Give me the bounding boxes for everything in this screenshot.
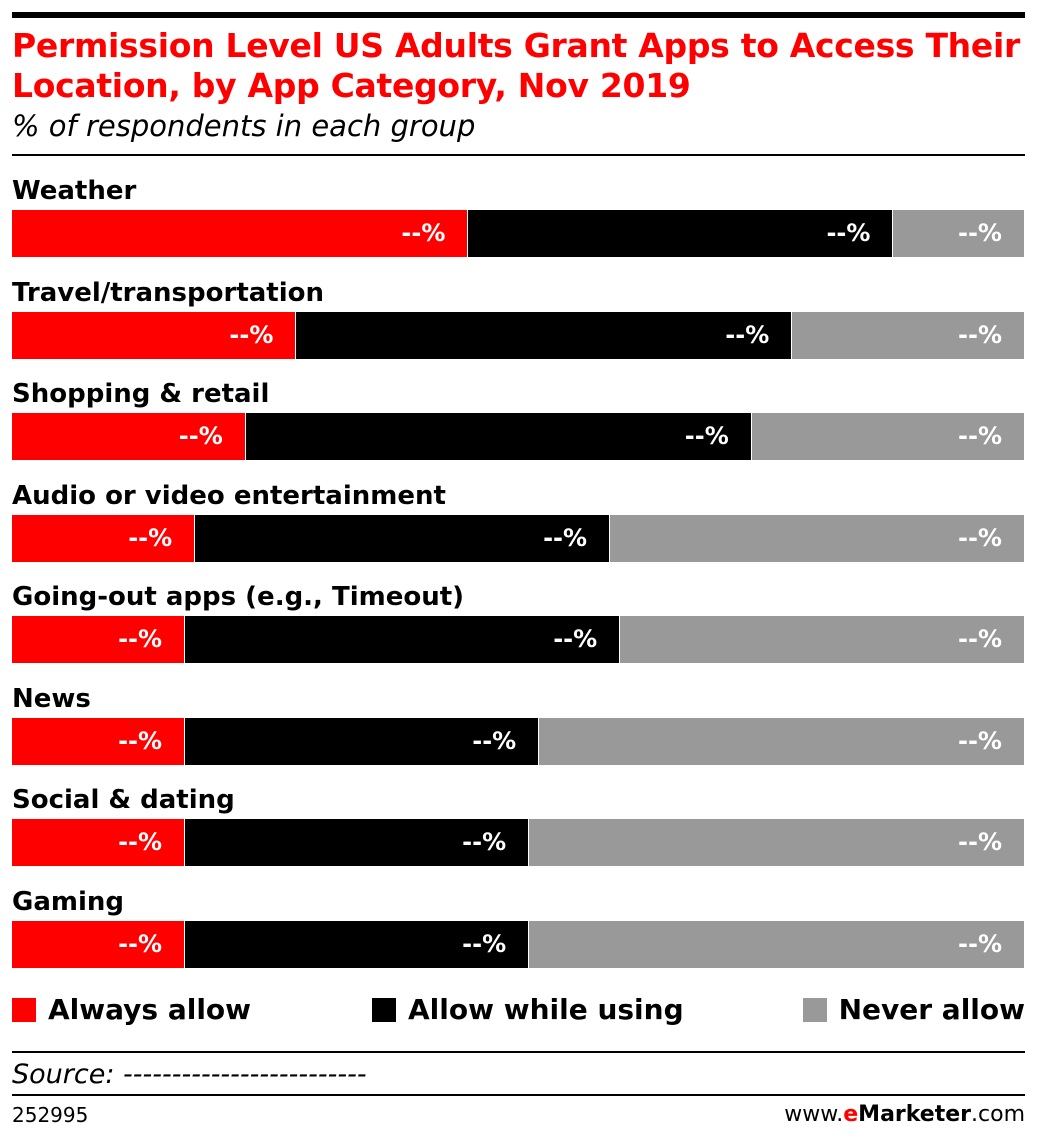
data-label: --%	[462, 828, 507, 856]
data-label: --%	[958, 625, 1002, 653]
legend-label-allow-while-using: Allow while using	[408, 993, 684, 1026]
header-rule	[12, 154, 1025, 156]
bar-row-social-dating: Social & dating --% --% --%	[12, 779, 1024, 879]
stacked-bar: --% --% --%	[12, 819, 1024, 866]
footer-rule	[12, 1051, 1025, 1053]
source-note: Source: -------------------------	[12, 1059, 367, 1090]
bar-segment-never-allow: --%	[528, 819, 1024, 866]
chart-legend: Always allow Allow while using Never all…	[12, 990, 1025, 1030]
bar-segment-allow-while-using: --%	[184, 718, 539, 765]
data-label: --%	[958, 219, 1002, 247]
stacked-bar-chart: Weather --% --% --% Travel/transportation --%…	[0, 170, 1038, 970]
data-label: --%	[543, 524, 588, 552]
bar-segment-never-allow: --%	[750, 413, 1024, 460]
bar-segment-always-allow: --%	[12, 616, 185, 663]
data-label: --%	[462, 930, 507, 958]
data-label: --%	[684, 422, 729, 450]
legend-item-always-allow: Always allow	[12, 990, 251, 1030]
category-label: Travel/transportation	[12, 278, 324, 308]
data-label: --%	[178, 422, 223, 450]
data-label: --%	[401, 219, 446, 247]
category-label: Social & dating	[12, 785, 235, 815]
legend-label-always-allow: Always allow	[48, 993, 252, 1026]
top-rule	[12, 12, 1025, 18]
bar-row-news: News --% --% --%	[12, 678, 1024, 778]
brand-url: www.eMarketer.com	[784, 1101, 1025, 1129]
data-label: --%	[118, 625, 163, 653]
category-label: Shopping & retail	[12, 379, 270, 409]
stacked-bar: --% --% --%	[12, 312, 1024, 359]
brand-prefix: www.	[784, 1102, 844, 1127]
bar-row-audio-or-video-entertainment: Audio or video entertainment --% --% --%	[12, 475, 1024, 575]
stacked-bar: --% --% --%	[12, 210, 1024, 257]
bar-segment-never-allow: --%	[791, 312, 1024, 359]
data-label: --%	[958, 321, 1002, 349]
chart-subtitle: % of respondents in each group	[12, 109, 476, 143]
brand-name: Marketer	[858, 1102, 972, 1127]
chart-title: Permission Level US Adults Grant Apps to…	[12, 26, 1020, 105]
data-label: --%	[229, 321, 274, 349]
data-label: --%	[553, 625, 598, 653]
bar-segment-always-allow: --%	[12, 819, 185, 866]
data-label: --%	[958, 727, 1002, 755]
bar-segment-allow-while-using: --%	[467, 210, 893, 257]
bar-row-weather: Weather --% --% --%	[12, 170, 1024, 270]
bar-row-gaming: Gaming --% --% --%	[12, 881, 1024, 981]
data-label: --%	[118, 727, 163, 755]
stacked-bar: --% --% --%	[12, 718, 1024, 765]
legend-swatch-always-allow	[12, 998, 36, 1022]
data-label: --%	[958, 930, 1002, 958]
bar-segment-allow-while-using: --%	[184, 616, 620, 663]
brand-suffix: .com	[971, 1102, 1025, 1127]
data-label: --%	[472, 727, 517, 755]
data-label: --%	[118, 930, 163, 958]
bar-segment-always-allow: --%	[12, 515, 195, 562]
legend-swatch-never-allow	[802, 998, 827, 1022]
bar-segment-always-allow: --%	[12, 210, 468, 257]
bar-segment-always-allow: --%	[12, 413, 245, 460]
legend-swatch-allow-while-using	[372, 998, 396, 1022]
bar-segment-never-allow: --%	[609, 515, 1024, 562]
bar-segment-always-allow: --%	[12, 718, 185, 765]
data-label: --%	[128, 524, 173, 552]
bar-segment-allow-while-using: --%	[184, 819, 529, 866]
data-label: --%	[826, 219, 871, 247]
legend-label-never-allow: Never allow	[838, 993, 1025, 1026]
bar-segment-allow-while-using: --%	[244, 413, 751, 460]
category-label: Going-out apps (e.g., Timeout)	[12, 582, 465, 612]
legend-item-allow-while-using: Allow while using	[372, 990, 684, 1030]
category-label: Weather	[12, 176, 137, 206]
bar-segment-never-allow: --%	[892, 210, 1024, 257]
data-label: --%	[958, 828, 1002, 856]
bar-row-travel-transportation: Travel/transportation --% --% --%	[12, 272, 1024, 372]
bar-segment-never-allow: --%	[538, 718, 1024, 765]
stacked-bar: --% --% --%	[12, 921, 1024, 968]
category-label: Audio or video entertainment	[12, 481, 446, 511]
data-label: --%	[958, 524, 1002, 552]
chart-id: 252995	[12, 1103, 89, 1127]
bar-segment-always-allow: --%	[12, 312, 296, 359]
bar-segment-allow-while-using: --%	[295, 312, 792, 359]
stacked-bar: --% --% --%	[12, 413, 1024, 460]
brand-e: e	[843, 1102, 859, 1127]
bar-segment-allow-while-using: --%	[194, 515, 610, 562]
bar-segment-never-allow: --%	[619, 616, 1024, 663]
category-label: News	[12, 684, 91, 714]
data-label: --%	[958, 422, 1002, 450]
category-label: Gaming	[12, 887, 125, 917]
legend-item-never-allow: Never allow	[802, 990, 1025, 1030]
bottom-rule	[12, 1094, 1025, 1096]
data-label: --%	[725, 321, 770, 349]
bar-segment-always-allow: --%	[12, 921, 185, 968]
bar-segment-never-allow: --%	[528, 921, 1024, 968]
bar-segment-allow-while-using: --%	[184, 921, 529, 968]
stacked-bar: --% --% --%	[12, 515, 1024, 562]
data-label: --%	[118, 828, 163, 856]
bar-row-going-out-apps-e-g-timeout: Going-out apps (e.g., Timeout) --% --% --%	[12, 576, 1024, 676]
bar-row-shopping-retail: Shopping & retail --% --% --%	[12, 373, 1024, 473]
stacked-bar: --% --% --%	[12, 616, 1024, 663]
